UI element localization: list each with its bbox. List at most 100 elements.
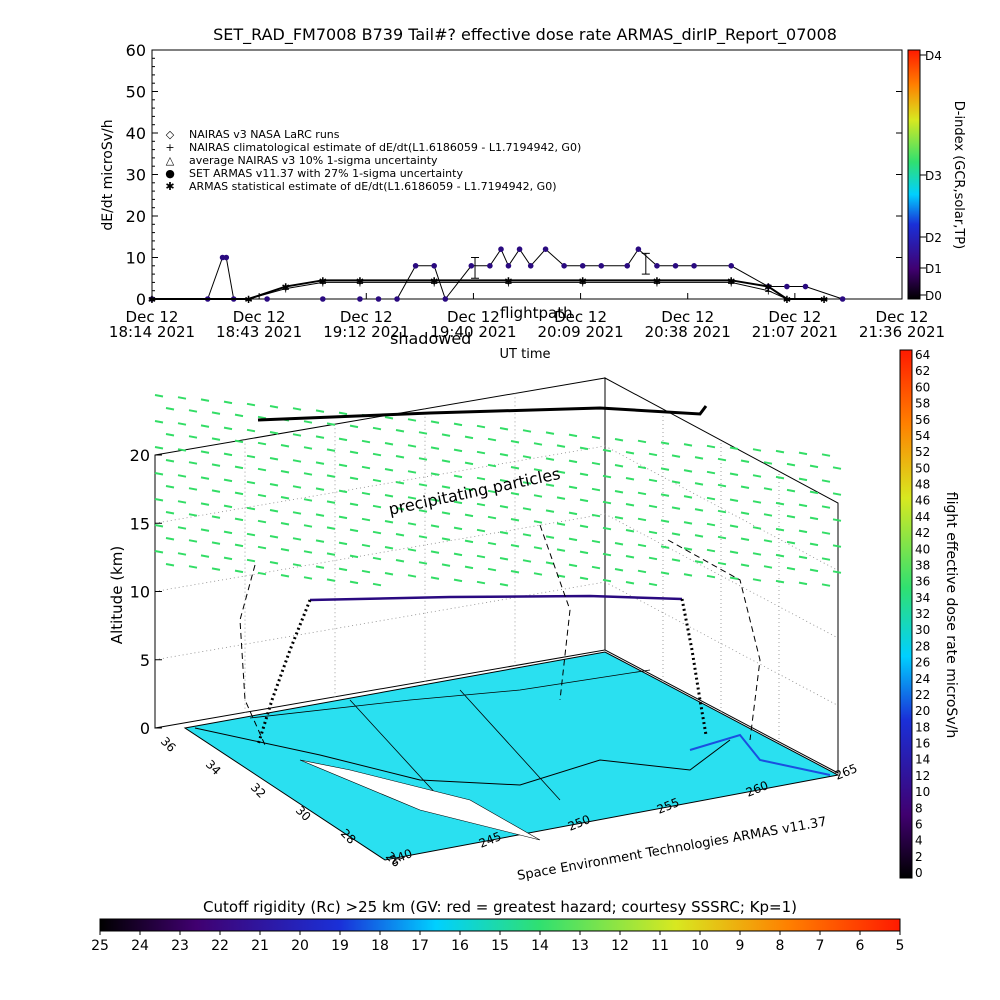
particle-mark bbox=[441, 563, 451, 567]
particle-mark bbox=[683, 469, 693, 473]
particle-mark bbox=[499, 557, 509, 561]
particle-mark bbox=[280, 522, 290, 526]
particle-mark bbox=[349, 528, 359, 533]
particle-mark bbox=[453, 422, 463, 427]
armas-estimate-point: ✱ bbox=[281, 283, 289, 294]
armas-point bbox=[516, 246, 523, 252]
particle-mark bbox=[545, 483, 555, 487]
dose-rate-tick-label: 6 bbox=[915, 817, 923, 831]
grid-line bbox=[154, 581, 606, 661]
particle-mark bbox=[188, 539, 198, 543]
armas-estimate-point: ✱ bbox=[820, 295, 828, 306]
particle-mark bbox=[211, 515, 221, 519]
dose-rate-tick-label: 64 bbox=[915, 348, 930, 362]
particle-mark bbox=[453, 474, 463, 479]
particle-mark bbox=[177, 552, 187, 556]
particle-mark bbox=[763, 487, 773, 491]
top-x-tick-date: Dec 12 bbox=[768, 308, 821, 326]
particle-mark bbox=[694, 560, 704, 564]
particle-mark bbox=[671, 532, 681, 536]
particle-mark bbox=[315, 565, 325, 569]
particle-mark bbox=[384, 494, 394, 498]
particle-mark bbox=[832, 518, 842, 522]
particle-mark bbox=[165, 433, 175, 437]
particle-mark bbox=[418, 431, 428, 435]
particle-mark bbox=[476, 424, 486, 429]
dose-rate-tick-label: 8 bbox=[915, 801, 923, 815]
particle-mark bbox=[591, 461, 601, 466]
particle-mark bbox=[211, 463, 221, 467]
particle-mark bbox=[522, 533, 532, 537]
particle-mark bbox=[326, 500, 336, 504]
cutoff-tick-label: 9 bbox=[736, 938, 745, 954]
particle-mark bbox=[625, 529, 635, 533]
cutoff-tick-label: 10 bbox=[691, 938, 709, 954]
particle-mark bbox=[349, 502, 359, 507]
particle-mark bbox=[476, 502, 486, 507]
particle-mark bbox=[683, 573, 693, 577]
armas-estimate-point: ✱ bbox=[727, 276, 735, 287]
armas-estimate-point: ✱ bbox=[764, 283, 772, 294]
cutoff-rigidity-scale: Cutoff rigidity (Rc) >25 km (GV: red = g… bbox=[91, 898, 904, 954]
particle-mark bbox=[257, 415, 267, 420]
particle-mark bbox=[361, 439, 371, 444]
particle-mark bbox=[568, 563, 578, 568]
particle-mark bbox=[740, 537, 750, 541]
armas-point bbox=[442, 296, 449, 302]
particle-mark bbox=[706, 470, 716, 475]
particle-mark bbox=[694, 456, 704, 460]
armas-estimate-point: ✱ bbox=[653, 276, 661, 287]
particle-mark bbox=[246, 454, 256, 459]
particle-mark bbox=[602, 474, 612, 479]
particle-mark bbox=[648, 556, 658, 561]
particle-mark bbox=[510, 518, 520, 522]
particle-mark bbox=[154, 550, 164, 554]
particle-mark bbox=[568, 485, 578, 490]
particle-mark bbox=[315, 435, 325, 439]
particle-mark bbox=[384, 416, 394, 420]
particle-mark bbox=[614, 516, 624, 520]
particle-mark bbox=[717, 561, 727, 566]
particle-mark bbox=[338, 515, 348, 520]
cutoff-tick-label: 12 bbox=[611, 938, 629, 954]
particle-mark bbox=[384, 520, 394, 524]
particle-mark bbox=[809, 568, 819, 573]
particle-mark bbox=[775, 449, 785, 454]
latitude-tick-label: 34 bbox=[203, 757, 224, 778]
d-index-tick-label: D4 bbox=[925, 49, 942, 63]
particle-mark bbox=[522, 507, 532, 511]
particle-mark bbox=[361, 569, 371, 574]
altitude-tick-label: 0 bbox=[140, 719, 150, 738]
nairas-point: + bbox=[281, 285, 289, 296]
particle-mark bbox=[453, 500, 463, 505]
particle-mark bbox=[660, 441, 670, 445]
particle-mark bbox=[591, 435, 601, 440]
cutoff-tick-label: 13 bbox=[571, 938, 589, 954]
particle-mark bbox=[154, 498, 164, 502]
particle-mark bbox=[579, 498, 589, 503]
cutoff-tick-label: 5 bbox=[896, 938, 905, 954]
top-x-axis-label: UT time bbox=[500, 347, 551, 362]
particle-mark bbox=[775, 475, 785, 480]
particle-mark bbox=[303, 550, 313, 554]
particle-mark bbox=[487, 463, 497, 468]
particle-mark bbox=[372, 530, 382, 535]
series-line-0 bbox=[152, 248, 843, 301]
particle-mark bbox=[338, 541, 348, 546]
particle-mark bbox=[476, 580, 486, 585]
particle-mark bbox=[510, 440, 520, 444]
dose-rate-tick-label: 20 bbox=[915, 704, 930, 718]
altitude-ticks: 0 5 10 15 20 bbox=[130, 446, 162, 738]
particle-mark bbox=[763, 461, 773, 465]
dose-rate-tick-label: 38 bbox=[915, 558, 930, 572]
particle-mark bbox=[648, 478, 658, 483]
particle-mark bbox=[407, 444, 417, 448]
particle-mark bbox=[326, 578, 336, 582]
series-line-2 bbox=[152, 281, 825, 300]
top-chart-title: SET_RAD_FM7008 B739 Tail#? effective dos… bbox=[213, 25, 837, 45]
altitude-tick-label: 20 bbox=[130, 446, 150, 465]
particle-mark bbox=[786, 566, 796, 571]
particle-mark bbox=[200, 424, 210, 428]
